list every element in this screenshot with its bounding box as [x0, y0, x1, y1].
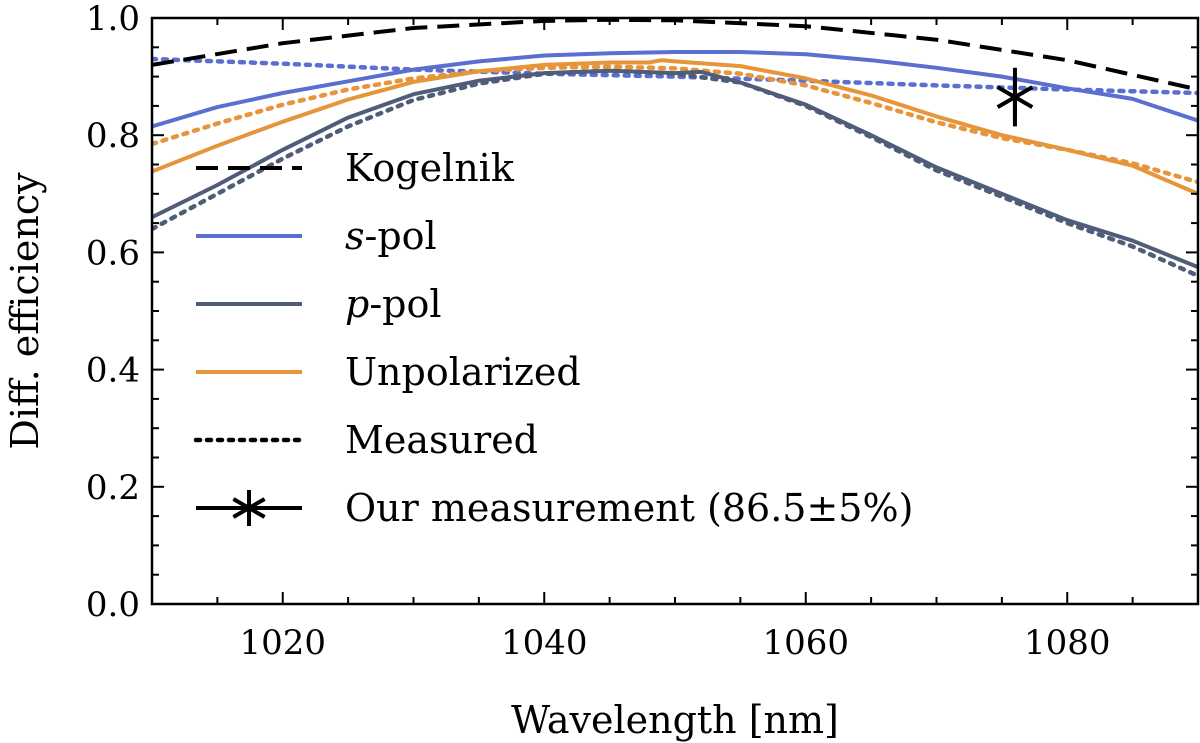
legend-entry-ppol: p-pol [196, 282, 442, 326]
y-tick-label: 1.0 [86, 0, 140, 39]
series-line-ppol_measured [152, 68, 1198, 279]
y-tick-label: 0.4 [86, 351, 140, 391]
y-tick-label: 0.0 [86, 585, 140, 625]
legend: Kogelnik s-pol p-pol Unpolarized Measured Our… [193, 146, 913, 530]
axes: 1020 1040 1060 1080 0.0 0.2 0.4 0.6 0.8 1.0 Wavele… [3, 0, 1200, 742]
legend-label-unpol: Unpolarized [345, 350, 581, 394]
x-tick-label: 1080 [1024, 623, 1111, 663]
legend-label-ours: Our measurement (86.5±5%) [345, 486, 913, 530]
x-axis-label: Wavelength [nm] [511, 698, 839, 742]
legend-label-measured: Measured [345, 418, 538, 462]
series-line-kogelnik [152, 18, 1198, 92]
measurement-point [996, 77, 1034, 118]
y-tick-label: 0.6 [86, 233, 140, 273]
series-line-ppol [152, 68, 1198, 269]
legend-entry-measured: Measured [193, 418, 538, 462]
series-line-spol [152, 50, 1198, 129]
series-line-unpol [152, 58, 1198, 196]
y-tick-label: 0.2 [86, 468, 140, 508]
y-tick-label: 0.8 [86, 116, 140, 156]
series-lines [152, 18, 1198, 279]
legend-label-kogelnik: Kogelnik [345, 146, 515, 190]
legend-label-spol: s-pol [345, 214, 437, 258]
y-axis-label: Diff. efficiency [3, 172, 47, 450]
legend-label-ppol: p-pol [345, 282, 442, 326]
legend-entry-ours: Our measurement (86.5±5%) [196, 486, 913, 530]
x-tick-label: 1020 [239, 623, 326, 663]
plot-area [152, 18, 1198, 279]
x-tick-label: 1060 [762, 623, 849, 663]
x-tick-label: 1040 [501, 623, 588, 663]
series-line-spol_measured [152, 56, 1198, 96]
legend-entry-spol: s-pol [196, 214, 437, 258]
legend-entry-kogelnik: Kogelnik [196, 146, 515, 190]
legend-entry-unpol: Unpolarized [196, 350, 581, 394]
